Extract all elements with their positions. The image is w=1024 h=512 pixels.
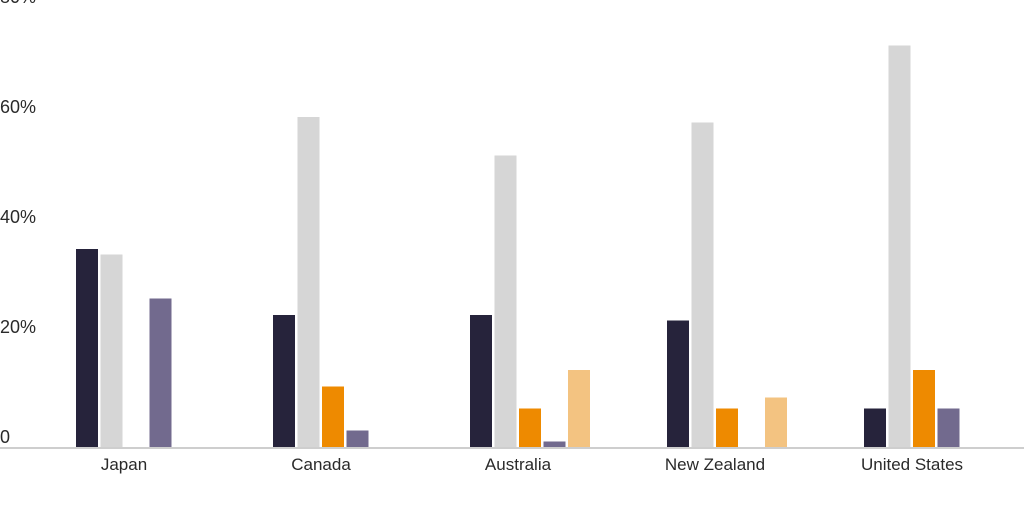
bar-australia-series-4 [543, 441, 566, 447]
bar-canada-series-1 [273, 315, 295, 447]
y-tick-label: 40% [0, 207, 36, 227]
x-tick-label: Australia [485, 455, 552, 474]
y-tick-label: 0 [0, 427, 10, 447]
bar-australia-series-3 [519, 408, 541, 447]
bar-japan-series-2 [100, 254, 123, 447]
x-tick-label: Canada [291, 455, 351, 474]
bar-australia-series-5 [568, 370, 590, 447]
bar-united-states-series-3 [913, 370, 935, 447]
bar-new-zealand-series-3 [716, 408, 738, 447]
bars [76, 45, 960, 447]
y-tick-label: 60% [0, 97, 36, 117]
x-tick-label: New Zealand [665, 455, 765, 474]
bar-australia-series-2 [494, 155, 517, 447]
bar-japan-series-1 [76, 249, 98, 447]
bar-canada-series-2 [297, 117, 320, 447]
bar-united-states-series-2 [888, 45, 911, 447]
bar-new-zealand-series-1 [667, 320, 689, 447]
bar-new-zealand-series-2 [691, 122, 714, 447]
bar-canada-series-4 [346, 430, 369, 447]
y-axis-ticks: 0 20% 40% 60% 80% [0, 0, 36, 447]
bar-japan-series-4 [149, 298, 172, 447]
bar-united-states-series-1 [864, 408, 886, 447]
bar-new-zealand-series-5 [765, 397, 787, 447]
bar-united-states-series-4 [937, 408, 960, 447]
bar-australia-series-1 [470, 315, 492, 447]
x-tick-label: Japan [101, 455, 147, 474]
x-tick-label: United States [861, 455, 963, 474]
bar-canada-series-3 [322, 386, 344, 447]
y-tick-label: 20% [0, 317, 36, 337]
y-tick-label: 80% [0, 0, 36, 7]
x-axis-labels: Japan Canada Australia New Zealand United St… [101, 455, 963, 474]
